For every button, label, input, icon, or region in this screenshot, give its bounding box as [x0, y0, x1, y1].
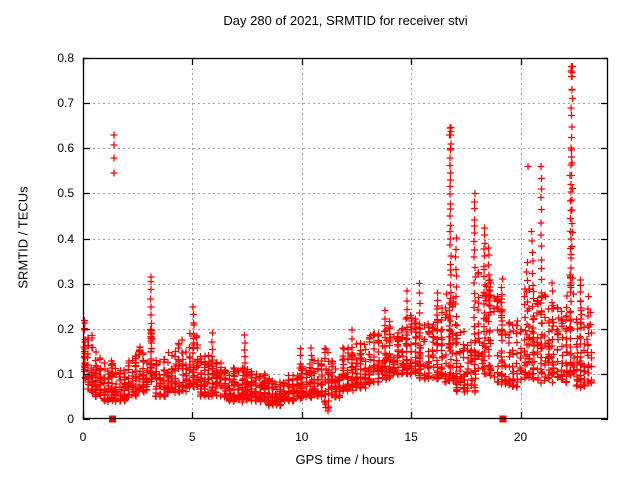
y-tick-label: 0: [67, 412, 74, 426]
y-tick-label: 0.1: [57, 366, 74, 381]
y-tick-label: 0.5: [57, 186, 74, 201]
x-tick-label: 15: [404, 430, 418, 444]
scatter-points: [80, 63, 595, 415]
y-tick-label: 0.4: [57, 231, 74, 246]
y-tick-label: 0.7: [57, 96, 74, 111]
x-axis-label: GPS time / hours: [295, 452, 395, 467]
x-tick-label: 0: [79, 430, 87, 444]
x-tick-label: 5: [189, 430, 196, 444]
y-tick-label: 0.3: [57, 276, 74, 291]
x-tick-label: 20: [513, 430, 528, 444]
y-tick-label: 0.6: [57, 141, 74, 156]
plot-frame: [82, 57, 609, 420]
y-tick-label: 0.8: [57, 51, 74, 65]
x-tick-label: 10: [295, 430, 309, 444]
axis-ticks: [82, 57, 608, 421]
y-tick-label: 0.2: [57, 321, 74, 336]
grid-lines: [83, 58, 608, 419]
chart-title: Day 280 of 2021, SRMTID for receiver stv…: [223, 13, 468, 28]
